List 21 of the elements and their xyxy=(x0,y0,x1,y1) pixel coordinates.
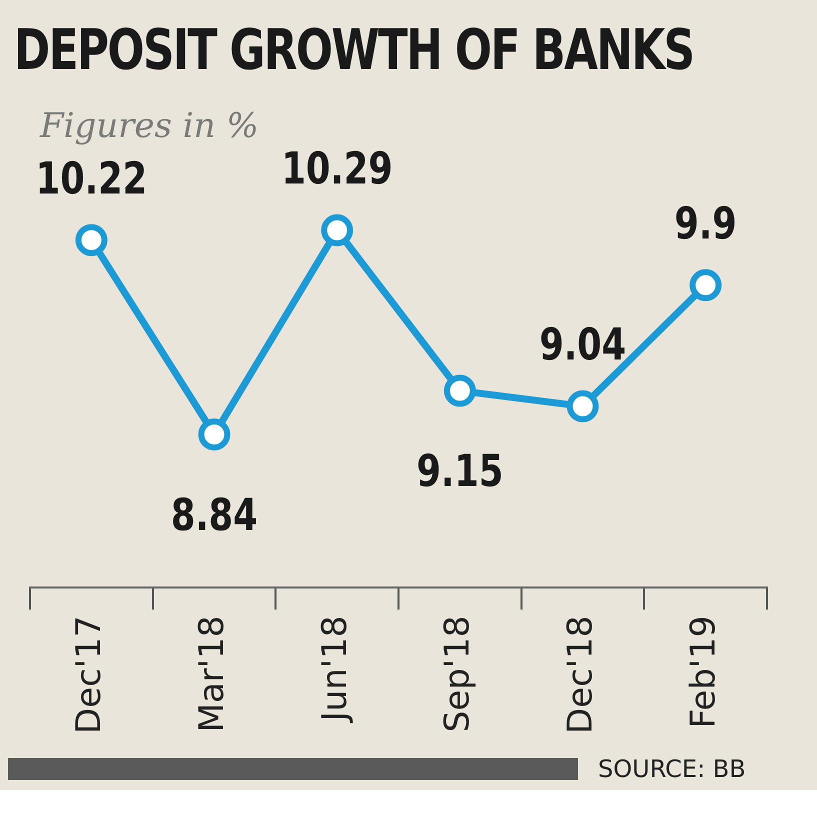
source-note: SOURCE: BB xyxy=(598,755,746,783)
point xyxy=(198,418,230,450)
chart-title: DEPOSIT GROWTH OF BANKS xyxy=(14,18,694,83)
data-label: 10.22 xyxy=(36,154,148,205)
point xyxy=(75,224,108,256)
point xyxy=(566,390,599,422)
data-label: 9.04 xyxy=(539,320,626,371)
x-tick-label: Mar'18 xyxy=(192,616,232,732)
x-tick-label: Jun'18 xyxy=(314,616,355,724)
x-tick-label: Sep'18 xyxy=(438,616,478,732)
x-tick-label: Dec'17 xyxy=(69,616,110,734)
x-tick-label: Feb'19 xyxy=(683,616,724,728)
point xyxy=(321,214,354,246)
chart-subtitle: Figures in % xyxy=(40,106,259,146)
data-label: 10.29 xyxy=(281,144,393,195)
x-tick-label: Dec'18 xyxy=(560,616,601,734)
point xyxy=(690,269,722,302)
point xyxy=(444,374,476,407)
data-label: 9.15 xyxy=(416,446,504,498)
data-label: 8.84 xyxy=(170,490,258,541)
data-label: 9.9 xyxy=(674,198,737,250)
